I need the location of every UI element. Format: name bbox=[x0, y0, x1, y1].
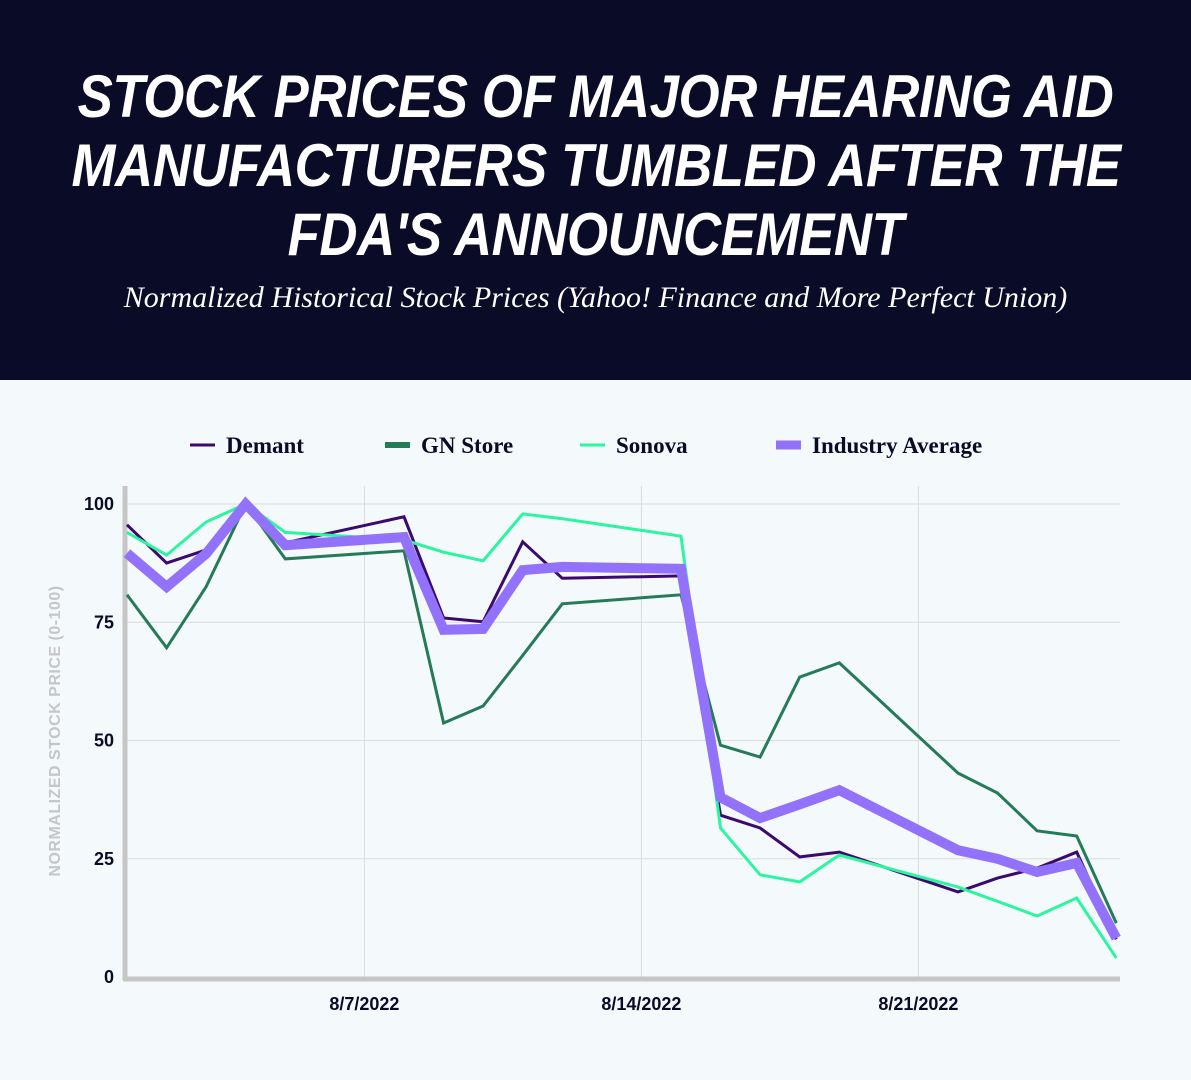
grid bbox=[124, 486, 1120, 978]
series-lines bbox=[123, 496, 1121, 959]
legend-label: Industry Average bbox=[812, 433, 982, 458]
title-line: STOCK PRICES OF MAJOR HEARING AID bbox=[77, 63, 1114, 130]
y-tick-label: 0 bbox=[104, 967, 114, 987]
title-line: FDA'S ANNOUNCEMENT bbox=[287, 201, 904, 268]
legend-label: Sonova bbox=[616, 433, 688, 458]
chart-subtitle: Normalized Historical Stock Prices (Yaho… bbox=[123, 281, 1068, 314]
x-tick-label: 8/21/2022 bbox=[878, 994, 958, 1014]
legend-label: Demant bbox=[226, 433, 304, 458]
x-tick-label: 8/7/2022 bbox=[329, 994, 399, 1014]
header-banner: STOCK PRICES OF MAJOR HEARING AID MANUFA… bbox=[0, 0, 1191, 380]
y-tick-label: 75 bbox=[94, 612, 114, 632]
y-tick-label: 25 bbox=[94, 849, 114, 869]
y-axis-label: NORMALIZED STOCK PRICE (0-100) bbox=[47, 585, 64, 876]
y-tick-label: 100 bbox=[84, 494, 114, 514]
series-line-industry-average bbox=[123, 496, 1121, 941]
legend-label: GN Store bbox=[421, 433, 513, 458]
chart-title: STOCK PRICES OF MAJOR HEARING AID MANUFA… bbox=[0, 62, 1191, 269]
title-line: MANUFACTURERS TUMBLED AFTER THE bbox=[71, 132, 1121, 199]
y-tick-label: 50 bbox=[94, 731, 114, 751]
axes: 0 25 50 75 100 8/7/2022 8/14/2022 8/21/2022 bbox=[84, 486, 1120, 1014]
legend: Demant GN Store Sonova Industry Average bbox=[190, 433, 982, 458]
x-tick-label: 8/14/2022 bbox=[601, 994, 681, 1014]
